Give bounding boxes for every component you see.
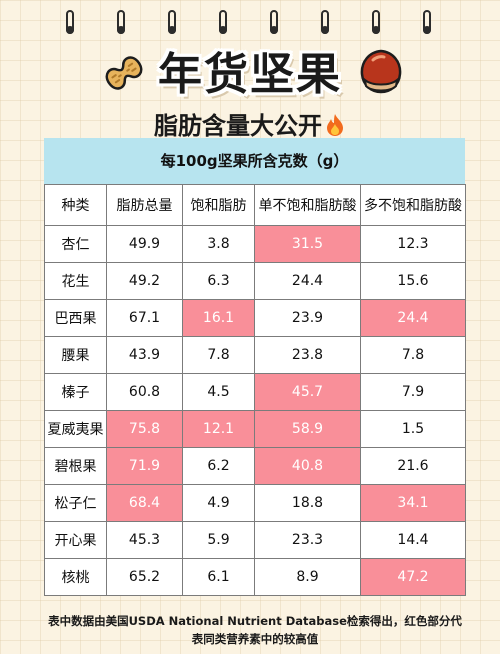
source-note-line: 表中数据由美国USDA National Nutrient Database检索… [48, 614, 462, 628]
value-cell: 15.6 [360, 262, 466, 300]
page-title: 年货坚果 [158, 49, 342, 100]
nut-name-cell: 夏威夷果 [44, 410, 107, 448]
binder-ring [117, 10, 125, 34]
value-cell: 7.8 [360, 336, 466, 374]
column-header: 饱和脂肪 [182, 184, 255, 226]
value-cell: 7.9 [360, 373, 466, 411]
value-cell: 23.3 [254, 521, 361, 559]
value-cell: 49.9 [106, 225, 183, 263]
value-cell: 4.5 [182, 373, 255, 411]
column-header: 多不饱和脂肪酸 [360, 184, 466, 226]
nut-name-cell: 榛子 [44, 373, 107, 411]
value-cell: 16.1 [182, 299, 255, 337]
binder-rings [0, 0, 500, 40]
nut-name-cell: 碧根果 [44, 447, 107, 485]
subtitle-text: 脂肪含量大公开 [154, 112, 322, 140]
peanut-icon [105, 56, 143, 90]
binder-ring [219, 10, 227, 34]
nut-name-cell: 开心果 [44, 521, 107, 559]
nut-name-cell: 杏仁 [44, 225, 107, 263]
value-cell: 18.8 [254, 484, 361, 522]
value-cell: 60.8 [106, 373, 183, 411]
binder-ring [168, 10, 176, 34]
value-cell: 14.4 [360, 521, 466, 559]
value-cell: 68.4 [106, 484, 183, 522]
table-row: 花生 49.2 6.3 24.4 15.6 [44, 262, 466, 300]
column-header: 种类 [44, 184, 107, 226]
value-cell: 24.4 [360, 299, 466, 337]
fire-icon [327, 114, 343, 136]
value-cell: 23.8 [254, 336, 361, 374]
value-cell: 23.9 [254, 299, 361, 337]
table-row: 开心果 45.3 5.9 23.3 14.4 [44, 521, 466, 559]
data-table: 种类 脂肪总量 饱和脂肪 单不饱和脂肪酸 多不饱和脂肪酸 杏仁 49.9 3.8… [44, 184, 466, 596]
binder-ring [372, 10, 380, 34]
value-cell: 49.2 [106, 262, 183, 300]
value-cell: 21.6 [360, 447, 466, 485]
value-cell: 1.5 [360, 410, 466, 448]
unit-banner: 每100g坚果所含克数（g） [44, 138, 465, 184]
binder-ring [423, 10, 431, 34]
table-header-row: 种类 脂肪总量 饱和脂肪 单不饱和脂肪酸 多不饱和脂肪酸 [44, 184, 466, 226]
value-cell: 34.1 [360, 484, 466, 522]
value-cell: 6.1 [182, 558, 255, 596]
value-cell: 12.3 [360, 225, 466, 263]
value-cell: 31.5 [254, 225, 361, 263]
value-cell: 45.7 [254, 373, 361, 411]
binder-ring [270, 10, 278, 34]
binder-ring [321, 10, 329, 34]
value-cell: 4.9 [182, 484, 255, 522]
table-row: 松子仁 68.4 4.9 18.8 34.1 [44, 484, 466, 522]
value-cell: 5.9 [182, 521, 255, 559]
column-header: 单不饱和脂肪酸 [254, 184, 361, 226]
table-row: 榛子 60.8 4.5 45.7 7.9 [44, 373, 466, 411]
table-row: 巴西果 67.1 16.1 23.9 24.4 [44, 299, 466, 337]
table-row: 杏仁 49.9 3.8 31.5 12.3 [44, 225, 466, 263]
source-note-line: 表同类营养素中的较高值 [191, 632, 319, 646]
nut-name-cell: 巴西果 [44, 299, 107, 337]
table-row: 碧根果 71.9 6.2 40.8 21.6 [44, 447, 466, 485]
source-note: 表中数据由美国USDA National Nutrient Database检索… [40, 612, 470, 648]
subtitle: 脂肪含量大公开 [0, 106, 500, 141]
value-cell: 6.3 [182, 262, 255, 300]
value-cell: 65.2 [106, 558, 183, 596]
value-cell: 43.9 [106, 336, 183, 374]
value-cell: 7.8 [182, 336, 255, 374]
nut-fat-table: 每100g坚果所含克数（g） 种类 脂肪总量 饱和脂肪 单不饱和脂肪酸 多不饱和… [44, 138, 466, 596]
nut-name-cell: 腰果 [44, 336, 107, 374]
value-cell: 6.2 [182, 447, 255, 485]
chestnut-icon [360, 49, 402, 94]
binder-ring [66, 10, 74, 34]
table-row: 腰果 43.9 7.8 23.8 7.8 [44, 336, 466, 374]
value-cell: 8.9 [254, 558, 361, 596]
nut-name-cell: 花生 [44, 262, 107, 300]
nut-name-cell: 核桃 [44, 558, 107, 596]
value-cell: 47.2 [360, 558, 466, 596]
value-cell: 12.1 [182, 410, 255, 448]
value-cell: 75.8 [106, 410, 183, 448]
column-header: 脂肪总量 [106, 184, 183, 226]
nut-name-cell: 松子仁 [44, 484, 107, 522]
value-cell: 58.9 [254, 410, 361, 448]
value-cell: 67.1 [106, 299, 183, 337]
value-cell: 3.8 [182, 225, 255, 263]
value-cell: 24.4 [254, 262, 361, 300]
table-row: 夏威夷果 75.8 12.1 58.9 1.5 [44, 410, 466, 448]
table-row: 核桃 65.2 6.1 8.9 47.2 [44, 558, 466, 596]
value-cell: 71.9 [106, 447, 183, 485]
value-cell: 45.3 [106, 521, 183, 559]
value-cell: 40.8 [254, 447, 361, 485]
